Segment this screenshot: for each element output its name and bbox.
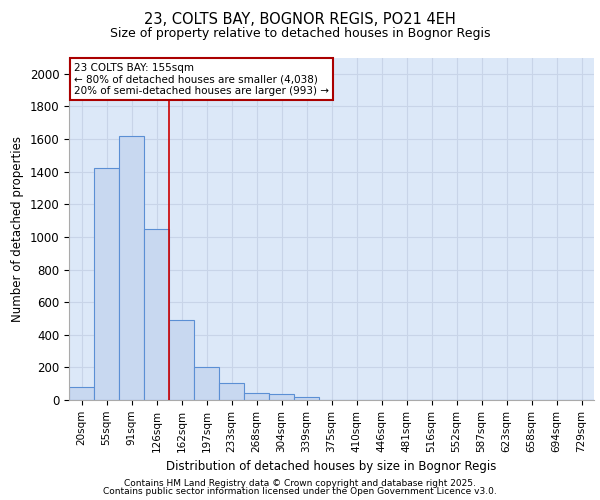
Bar xyxy=(119,136,144,400)
Text: 23 COLTS BAY: 155sqm
← 80% of detached houses are smaller (4,038)
20% of semi-de: 23 COLTS BAY: 155sqm ← 80% of detached h… xyxy=(74,62,329,96)
Y-axis label: Number of detached properties: Number of detached properties xyxy=(11,136,24,322)
Bar xyxy=(94,168,119,400)
Bar xyxy=(294,396,319,400)
Text: Size of property relative to detached houses in Bognor Regis: Size of property relative to detached ho… xyxy=(110,28,490,40)
Bar xyxy=(244,394,269,400)
Bar xyxy=(219,383,244,400)
Bar xyxy=(144,229,169,400)
Bar xyxy=(269,394,294,400)
Text: 23, COLTS BAY, BOGNOR REGIS, PO21 4EH: 23, COLTS BAY, BOGNOR REGIS, PO21 4EH xyxy=(144,12,456,28)
Bar xyxy=(69,387,94,400)
Bar xyxy=(194,366,219,400)
Text: Contains HM Land Registry data © Crown copyright and database right 2025.: Contains HM Land Registry data © Crown c… xyxy=(124,478,476,488)
X-axis label: Distribution of detached houses by size in Bognor Regis: Distribution of detached houses by size … xyxy=(166,460,497,473)
Bar xyxy=(169,320,194,400)
Text: Contains public sector information licensed under the Open Government Licence v3: Contains public sector information licen… xyxy=(103,487,497,496)
